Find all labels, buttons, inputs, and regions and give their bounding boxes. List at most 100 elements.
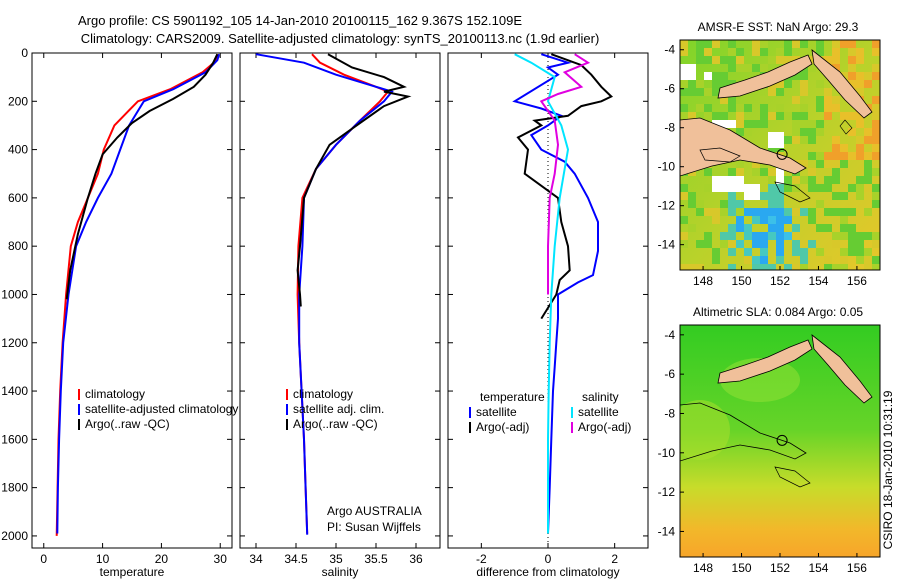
sst-cell bbox=[864, 80, 872, 88]
sst-cell bbox=[856, 184, 864, 192]
sst-cell bbox=[768, 224, 776, 232]
sst-cell bbox=[848, 72, 856, 80]
sst-cell bbox=[832, 40, 840, 48]
sst-cell bbox=[784, 80, 792, 88]
map-y-tick-label: -4 bbox=[664, 328, 675, 342]
sst-cell bbox=[872, 256, 880, 264]
x-tick-label: 0 bbox=[40, 552, 47, 566]
sst-cell bbox=[824, 176, 832, 184]
sst-cell bbox=[704, 104, 712, 112]
sst-cell bbox=[824, 208, 832, 216]
no-data-cell bbox=[680, 64, 696, 80]
sst-cell bbox=[872, 120, 880, 128]
sst-cell bbox=[736, 224, 744, 232]
sst-cell bbox=[784, 184, 792, 192]
sst-cell bbox=[704, 240, 712, 248]
sst-cell bbox=[832, 96, 840, 104]
sst-cell bbox=[840, 160, 848, 168]
sst-cell bbox=[720, 240, 728, 248]
sst-cell bbox=[728, 56, 736, 64]
sst-cell bbox=[760, 112, 768, 120]
sst-map-panel: AMSR-E SST: NaN Argo: 29.3 148 150 152 154 1… bbox=[658, 20, 881, 288]
sst-cell bbox=[832, 240, 840, 248]
sst-cell bbox=[808, 176, 816, 184]
sst-cell bbox=[856, 152, 864, 160]
sst-cell bbox=[800, 160, 808, 168]
sst-cell bbox=[856, 112, 864, 120]
map-x-tick-label: 154 bbox=[808, 561, 828, 575]
map-y-tick-label: -14 bbox=[658, 524, 676, 538]
sst-cell bbox=[776, 104, 784, 112]
sst-cell bbox=[872, 128, 880, 136]
sst-cell bbox=[728, 264, 736, 270]
sst-cell bbox=[840, 112, 848, 120]
sst-cell bbox=[856, 80, 864, 88]
sst-cell bbox=[720, 56, 728, 64]
sst-cell bbox=[824, 56, 832, 64]
sst-cell bbox=[744, 248, 752, 256]
sst-cell bbox=[864, 176, 872, 184]
sst-cell bbox=[856, 240, 864, 248]
x-tick-label: 20 bbox=[155, 552, 169, 566]
sst-cell bbox=[840, 152, 848, 160]
sst-cell bbox=[760, 216, 768, 224]
sst-cell bbox=[680, 184, 688, 192]
sst-cell bbox=[784, 112, 792, 120]
sst-cell bbox=[824, 160, 832, 168]
sst-cell bbox=[696, 104, 704, 112]
sst-cell bbox=[824, 256, 832, 264]
sst-cell bbox=[864, 160, 872, 168]
sst-cell bbox=[800, 208, 808, 216]
x-axis-label: temperature bbox=[100, 565, 165, 579]
sst-cell bbox=[872, 48, 880, 56]
sst-cell bbox=[760, 64, 768, 72]
sst-cell bbox=[776, 184, 784, 192]
sst-cell bbox=[736, 200, 744, 208]
sst-cell bbox=[728, 224, 736, 232]
sst-cell bbox=[784, 264, 792, 270]
sst-cell bbox=[696, 264, 704, 270]
sst-cell bbox=[784, 232, 792, 240]
sst-cell bbox=[736, 240, 744, 248]
sst-cell bbox=[784, 48, 792, 56]
argo-position-marker bbox=[776, 434, 788, 446]
map-x-tick-label: 150 bbox=[732, 561, 752, 575]
sst-cell bbox=[792, 240, 800, 248]
y-tick-label: 400 bbox=[8, 143, 28, 157]
x-tick-label: -2 bbox=[476, 552, 487, 566]
series-line-2 bbox=[65, 53, 219, 300]
sst-cell bbox=[760, 120, 768, 128]
sst-cell bbox=[792, 208, 800, 216]
sst-cell bbox=[800, 120, 808, 128]
series-line-0 bbox=[55, 54, 219, 536]
sst-cell bbox=[816, 160, 824, 168]
sst-cell bbox=[744, 64, 752, 72]
sst-cell bbox=[816, 152, 824, 160]
sst-cell bbox=[680, 88, 688, 96]
x-tick-label: 35 bbox=[329, 552, 343, 566]
sst-cell bbox=[752, 40, 760, 48]
sst-cell bbox=[864, 168, 872, 176]
sst-cell bbox=[872, 152, 880, 160]
legend-label: temperature bbox=[480, 390, 545, 404]
sst-cell bbox=[848, 240, 856, 248]
y-tick-label: 800 bbox=[8, 239, 28, 253]
sst-cell bbox=[776, 192, 784, 200]
map-y-tick-label: -12 bbox=[658, 485, 676, 499]
land-shapes bbox=[680, 334, 873, 488]
legend-label: Argo(-adj) bbox=[476, 420, 529, 434]
sst-cell bbox=[872, 40, 880, 48]
sst-cell bbox=[704, 48, 712, 56]
sst-cell bbox=[736, 128, 744, 136]
sst-cell bbox=[768, 232, 776, 240]
sst-cell bbox=[728, 168, 736, 176]
sst-cell bbox=[816, 248, 824, 256]
sst-cell bbox=[760, 192, 768, 200]
sst-cell bbox=[728, 200, 736, 208]
sst-cell bbox=[856, 232, 864, 240]
sst-cell bbox=[872, 96, 880, 104]
sst-cell bbox=[728, 192, 736, 200]
sst-cell bbox=[840, 248, 848, 256]
x-tick-label: 2 bbox=[611, 552, 618, 566]
legend-label: salinity bbox=[582, 390, 619, 404]
